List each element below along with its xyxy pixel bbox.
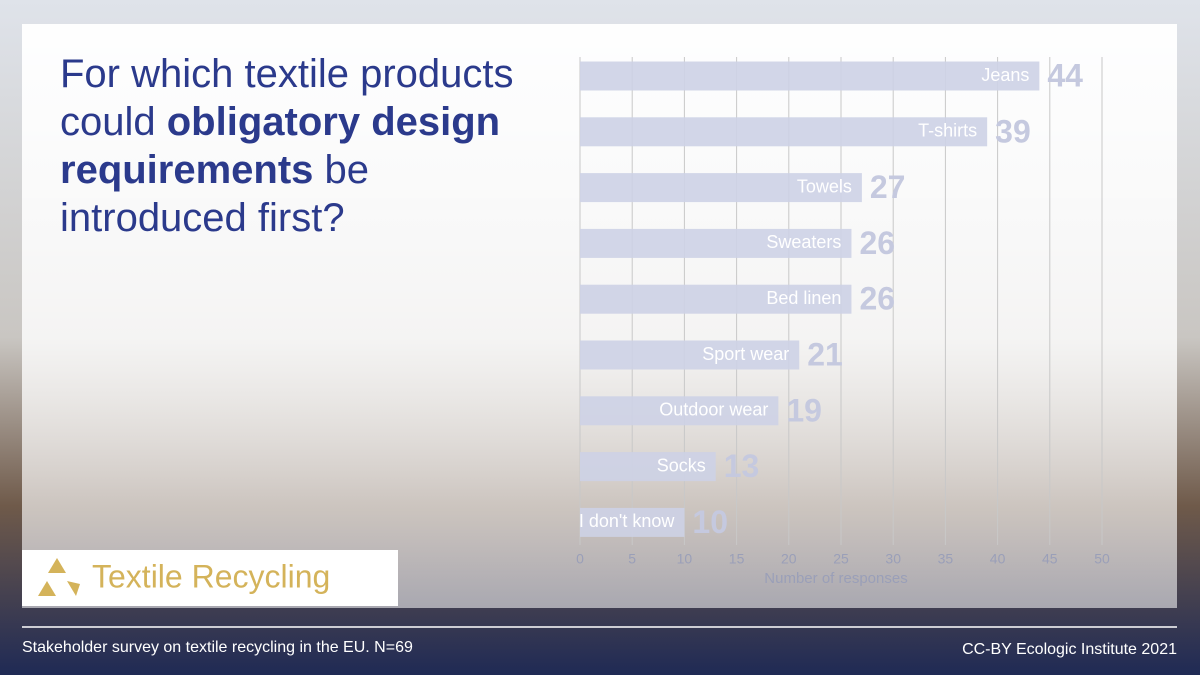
- x-tick-label: 15: [729, 551, 745, 567]
- category-label: I don't know: [579, 511, 675, 531]
- value-label: 26: [859, 225, 895, 261]
- logo-text: Textile Recycling: [92, 558, 330, 594]
- title-part: For which textile products could: [60, 52, 514, 144]
- category-label: Sweaters: [766, 232, 841, 252]
- category-label: Socks: [657, 455, 706, 475]
- x-tick-label: 40: [990, 551, 1006, 567]
- category-label: Towels: [797, 176, 852, 196]
- title: For which textile products could obligat…: [60, 50, 560, 242]
- value-label: 21: [807, 336, 843, 372]
- footer-right: CC-BY Ecologic Institute 2021: [962, 641, 1177, 658]
- x-tick-label: 5: [628, 551, 636, 567]
- value-label: 27: [870, 169, 906, 205]
- bar: [580, 228, 852, 258]
- logo-icon: [38, 558, 80, 596]
- x-tick-label: 30: [885, 551, 901, 567]
- value-label: 19: [786, 392, 822, 428]
- bar: [580, 117, 988, 147]
- value-label: 26: [859, 281, 895, 317]
- value-label: 44: [1047, 57, 1083, 93]
- bar: [580, 452, 716, 482]
- x-axis-label: Number of responses: [764, 570, 907, 587]
- x-tick-label: 35: [938, 551, 954, 567]
- x-tick-label: 10: [677, 551, 693, 567]
- x-tick-label: 25: [833, 551, 849, 567]
- bar: [580, 340, 800, 370]
- x-tick-label: 0: [576, 551, 584, 567]
- bar: [580, 284, 852, 314]
- category-label: T-shirts: [918, 121, 977, 141]
- footer-left: Stakeholder survey on textile recycling …: [22, 639, 413, 656]
- category-label: Sport wear: [702, 344, 789, 364]
- value-label: 39: [995, 113, 1031, 149]
- title-part: be introduced first?: [60, 148, 370, 240]
- x-tick-label: 50: [1094, 551, 1110, 567]
- bar: [580, 173, 862, 203]
- x-tick-label: 45: [1042, 551, 1058, 567]
- category-label: Jeans: [981, 65, 1029, 85]
- x-tick-label: 20: [781, 551, 797, 567]
- bar: [580, 396, 779, 426]
- bar: [580, 507, 685, 537]
- category-label: Bed linen: [766, 288, 841, 308]
- title-emphasis: obligatory design requirements: [60, 100, 501, 192]
- category-label: Outdoor wear: [659, 400, 768, 420]
- value-label: 10: [692, 504, 728, 540]
- value-label: 13: [724, 448, 760, 484]
- logo-box: [22, 550, 398, 606]
- bar: [580, 61, 1040, 91]
